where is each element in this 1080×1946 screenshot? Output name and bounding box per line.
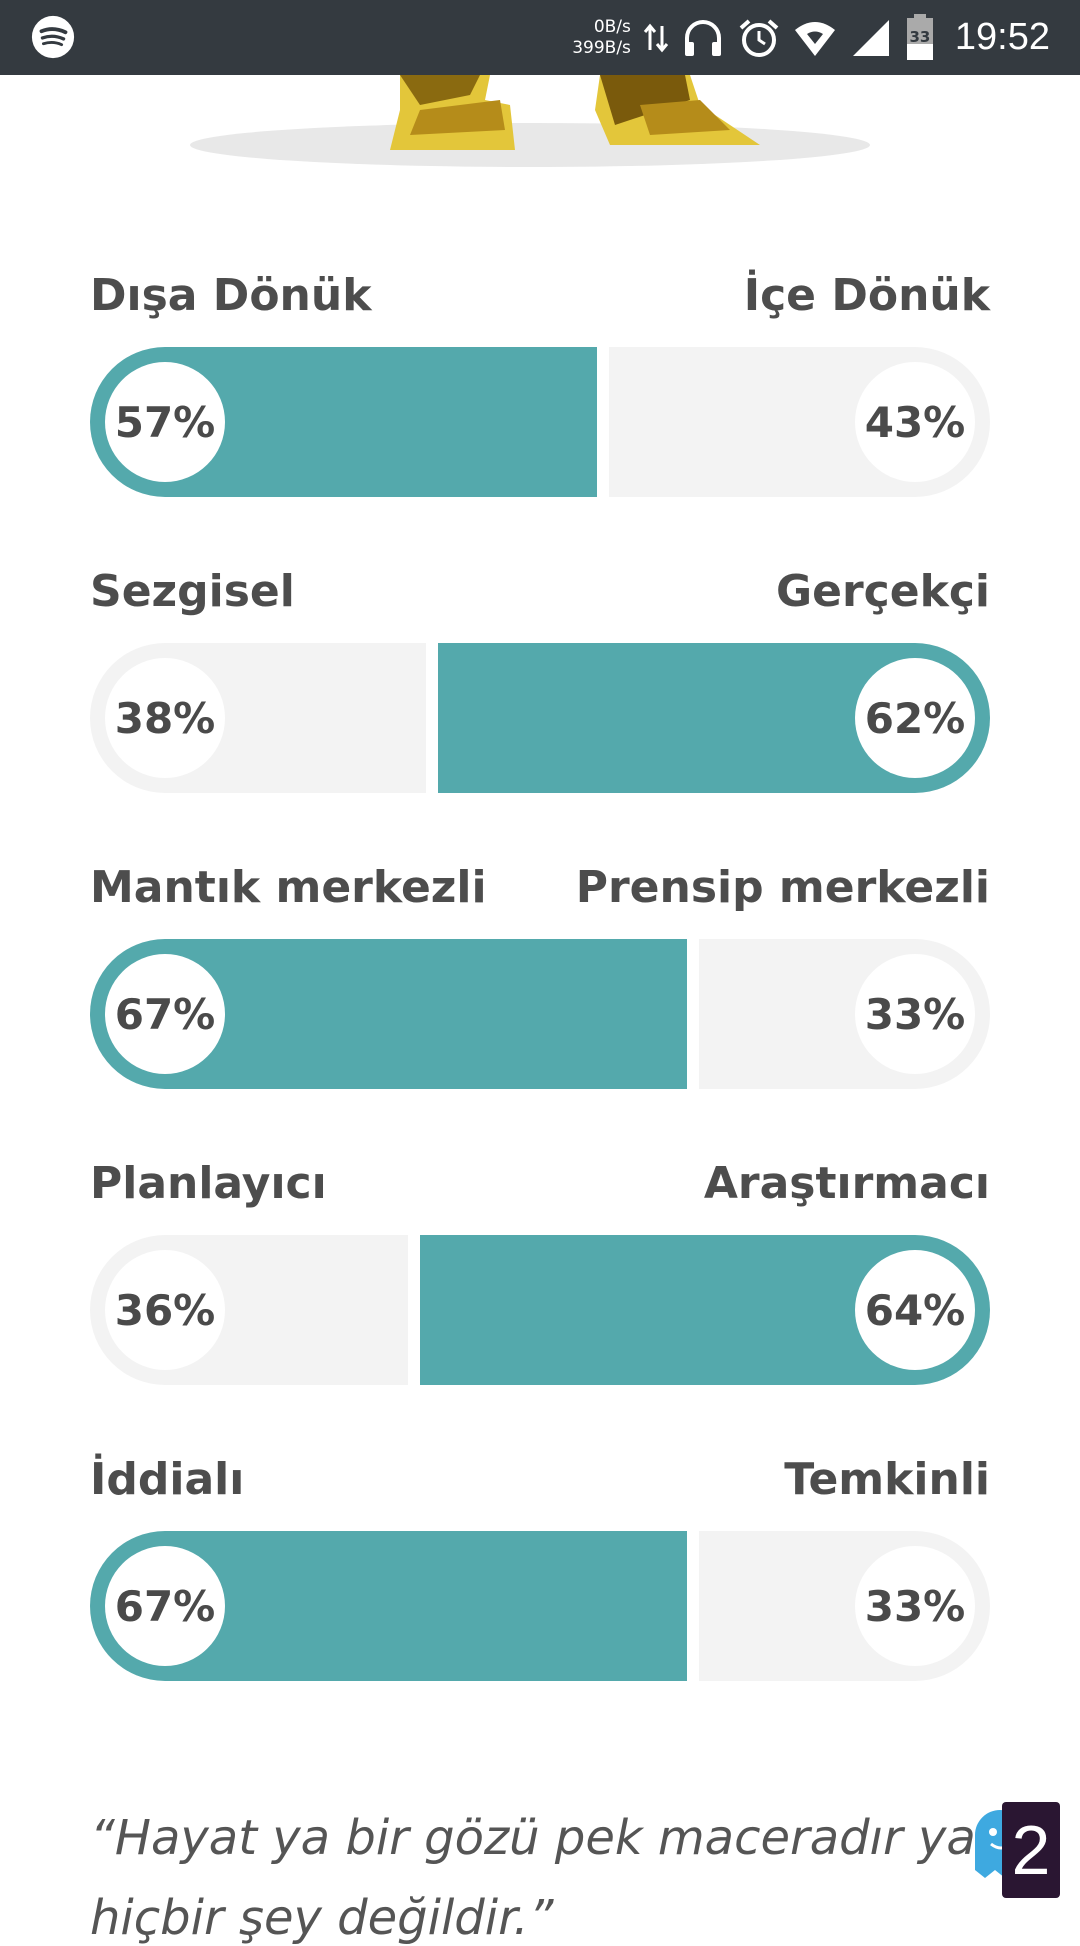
network-speed: 0B/s 399B/s <box>572 17 631 59</box>
trait-row: Planlayıcı Araştırmacı 36% 64% <box>90 1158 990 1385</box>
trait-right-percent: 33% <box>855 1546 975 1666</box>
trait-left-label: Sezgisel <box>90 566 295 617</box>
trait-left-percent: 36% <box>105 1250 225 1370</box>
trait-right-percent: 62% <box>855 658 975 778</box>
trait-right-label: İçe Dönük <box>743 270 990 321</box>
trait-right-label: Prensip merkezli <box>575 862 990 913</box>
trait-right-percent: 64% <box>855 1250 975 1370</box>
quote-line-2: hiçbir şey değildir.” <box>90 1890 554 1946</box>
trait-labels: Sezgisel Gerçekçi <box>90 566 990 626</box>
net-down-text: 399B/s <box>572 37 631 58</box>
wifi-icon <box>794 21 835 56</box>
trait-bar: 67% 33% <box>90 939 990 1089</box>
headphones-icon <box>684 19 721 56</box>
trait-row: İddialı Temkinli 67% 33% <box>90 1454 990 1681</box>
trait-labels: İddialı Temkinli <box>90 1454 990 1514</box>
trait-row: Dışa Dönük İçe Dönük 57% 43% <box>90 270 990 497</box>
trait-right-label: Temkinli <box>784 1454 990 1505</box>
status-bar: 0B/s 399B/s <box>0 0 1080 75</box>
trait-left-percent: 57% <box>105 362 225 482</box>
data-arrows-icon <box>643 23 669 52</box>
trait-left-percent: 67% <box>105 1546 225 1666</box>
trait-labels: Dışa Dönük İçe Dönük <box>90 270 990 330</box>
alarm-icon <box>739 18 779 57</box>
trait-bar: 38% 62% <box>90 643 990 793</box>
trait-right-percent: 33% <box>855 954 975 1074</box>
battery-icon: 33 <box>905 13 935 62</box>
trait-bar: 36% 64% <box>90 1235 990 1385</box>
trait-right-percent: 43% <box>855 362 975 482</box>
trait-right-label: Araştırmacı <box>703 1158 990 1209</box>
net-up-text: 0B/s <box>593 16 631 37</box>
trait-row: Sezgisel Gerçekçi 38% 62% <box>90 566 990 793</box>
trait-left-label: Mantık merkezli <box>90 862 487 913</box>
trait-bar: 67% 33% <box>90 1531 990 1681</box>
trait-labels: Planlayıcı Araştırmacı <box>90 1158 990 1218</box>
tab-count-badge[interactable]: 2 <box>1002 1802 1060 1898</box>
trait-row: Mantık merkezli Prensip merkezli 67% 33% <box>90 862 990 1089</box>
trait-right-label: Gerçekçi <box>775 566 990 617</box>
trait-left-percent: 38% <box>105 658 225 778</box>
trait-left-label: Planlayıcı <box>90 1158 327 1209</box>
signal-icon <box>852 19 889 56</box>
quote-line-1: “Hayat ya bir gözü pek maceradır ya d <box>90 1810 990 1866</box>
spotify-icon <box>31 15 75 59</box>
trait-left-label: İddialı <box>90 1454 245 1505</box>
trait-labels: Mantık merkezli Prensip merkezli <box>90 862 990 922</box>
battery-level: 33 <box>909 27 931 46</box>
trait-left-percent: 67% <box>105 954 225 1074</box>
trait-bar: 57% 43% <box>90 347 990 497</box>
character-illustration <box>190 75 870 167</box>
clock: 19:52 <box>954 16 1050 58</box>
trait-left-label: Dışa Dönük <box>90 270 372 321</box>
quote-text: “Hayat ya bir gözü pek maceradır ya da <box>90 1810 990 1866</box>
